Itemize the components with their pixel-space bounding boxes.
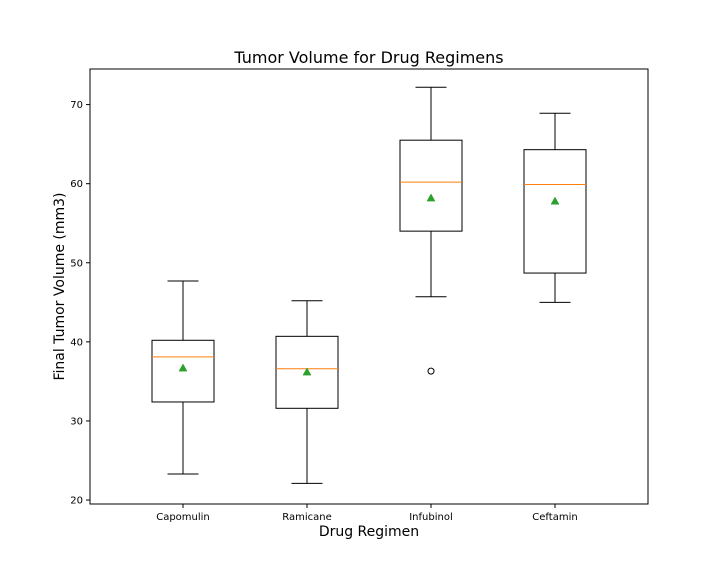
x-tick-label: Infubinol	[409, 512, 453, 523]
box	[399, 139, 463, 232]
y-tick-label: 20	[70, 496, 83, 507]
mean-marker	[302, 367, 312, 376]
y-tick-label: 30	[70, 416, 83, 427]
x-axis-label: Drug Regimen	[319, 524, 419, 540]
box	[151, 339, 215, 403]
y-axis-label: Final Tumor Volume (mm3)	[52, 192, 68, 380]
y-tick-label: 60	[70, 179, 83, 190]
x-tick-label: Ceftamin	[532, 512, 577, 523]
x-tick-label: Capomulin	[156, 512, 210, 523]
y-tick-label: 50	[70, 258, 83, 269]
y-tick-label: 70	[70, 100, 83, 111]
box	[523, 149, 587, 274]
outlier-point	[427, 367, 435, 375]
y-tick-label: 40	[70, 337, 83, 348]
axes-frame	[89, 68, 649, 505]
mean-marker	[550, 196, 560, 205]
plot-area: 20 30 40 50 60 70 Capomulin Ramicane Infubinol Ce…	[70, 86, 587, 523]
chart-title: Tumor Volume for Drug Regimens	[233, 48, 503, 67]
mean-marker	[426, 193, 436, 202]
x-tick-label: Ramicane	[282, 512, 332, 523]
box	[275, 335, 339, 409]
mean-marker	[178, 363, 188, 372]
